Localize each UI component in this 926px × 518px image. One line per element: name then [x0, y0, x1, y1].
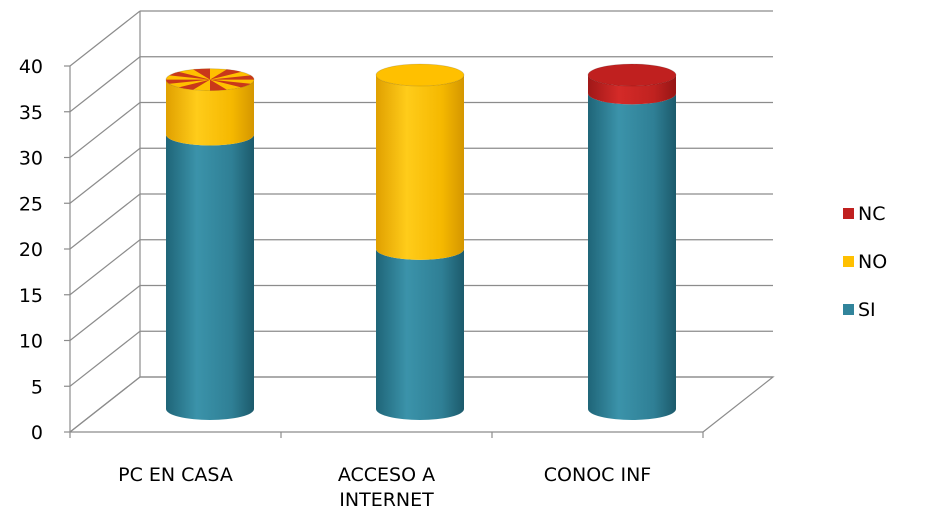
- side-wall-gridline: [69, 10, 141, 67]
- side-wall-gridline: [69, 193, 141, 250]
- legend-swatch-nc: [843, 208, 854, 219]
- y-tick-label: 40: [19, 56, 43, 78]
- bar-no-segment: [376, 75, 465, 260]
- side-wall-gridline: [69, 330, 141, 387]
- side-wall-gridline: [69, 285, 141, 341]
- y-tick-label: 25: [19, 193, 43, 215]
- top-cap-stripe: [210, 79, 251, 88]
- legend-swatch-si: [843, 304, 854, 315]
- top-cap-stripe: [210, 69, 242, 80]
- bar-si-segment: [376, 248, 465, 420]
- x-category-label: ACCESO A INTERNET: [338, 464, 435, 511]
- y-tick-label: 35: [19, 102, 43, 124]
- bar-si-segment: [166, 134, 254, 420]
- bar-top-cap: [587, 63, 677, 87]
- y-tick-label: 30: [19, 148, 43, 170]
- bars: [165, 63, 677, 420]
- top-cap-stripe: [166, 79, 210, 84]
- legend: NC NO SI: [843, 203, 887, 321]
- side-wall-gridline: [69, 102, 141, 158]
- top-cap-stripe: [193, 68, 210, 80]
- legend-label-no: NO: [858, 251, 887, 273]
- y-tick-label: 5: [31, 376, 43, 398]
- y-tick-label: 0: [31, 422, 43, 444]
- side-wall-gridline: [69, 239, 141, 296]
- legend-label-nc: NC: [858, 203, 885, 225]
- legend-label-si: SI: [858, 299, 876, 321]
- y-tick-label: 20: [19, 239, 43, 261]
- top-cap-stripe: [210, 79, 227, 91]
- side-wall-gridline: [69, 147, 141, 204]
- x-category-label: CONOC INF: [544, 464, 651, 486]
- side-wall-gridline: [69, 56, 141, 113]
- side-wall-gridline: [69, 376, 141, 433]
- y-tick-label: 15: [19, 285, 43, 307]
- bar-nc-segment: [588, 75, 676, 105]
- top-cap-stripe: [210, 75, 254, 80]
- bar-no-segment: [166, 79, 254, 146]
- legend-swatch-no: [843, 256, 854, 267]
- top-cap-stripe: [178, 79, 210, 90]
- x-category-label: PC EN CASA: [118, 464, 233, 486]
- bar-top-cap: [375, 63, 465, 87]
- top-cap-stripe: [169, 71, 210, 80]
- bar-si-segment: [588, 93, 676, 420]
- axes: 0 5 10 15 20 25 30 35 40 PC EN CASA ACCESO A INTERN…: [19, 56, 704, 511]
- y-tick-label: 10: [19, 331, 43, 353]
